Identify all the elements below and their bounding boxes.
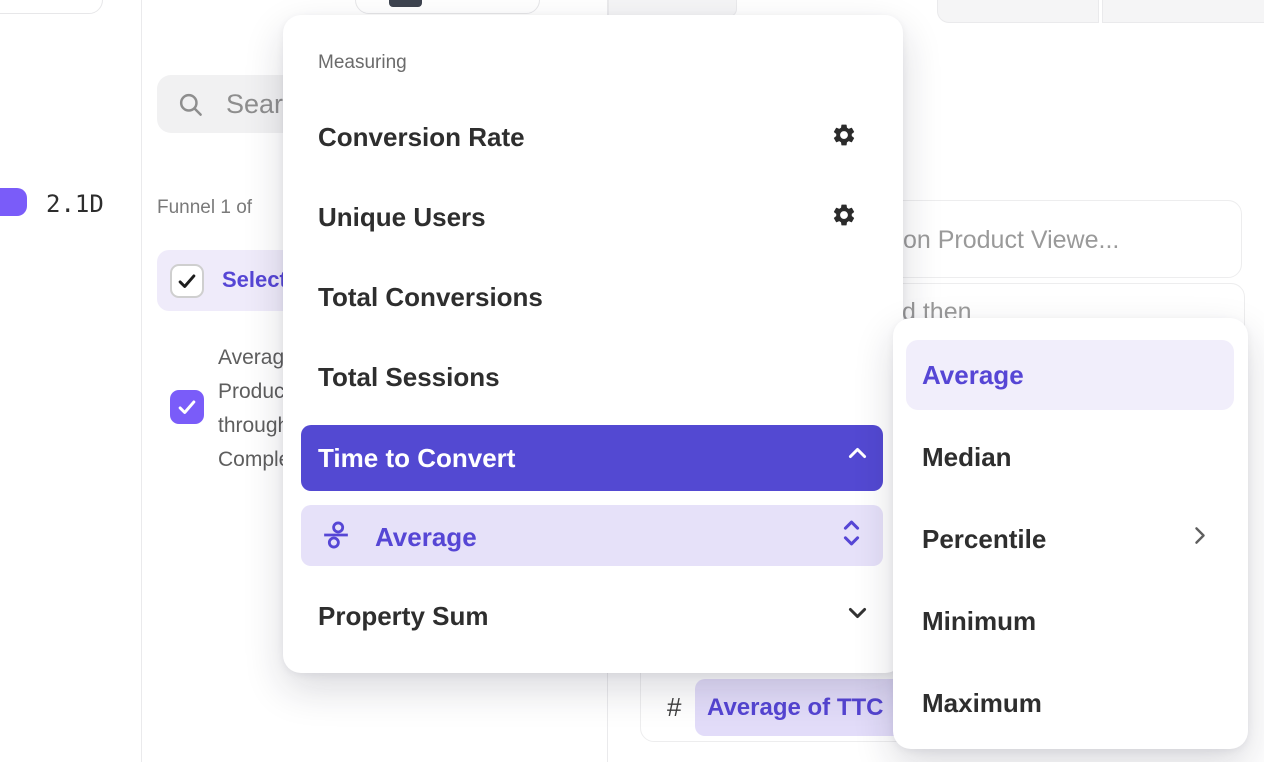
chevron-down-icon xyxy=(848,607,867,619)
measuring-menu xyxy=(283,15,903,673)
select-steps-label: Select xyxy=(222,267,287,292)
menu-item-time-to-convert[interactable] xyxy=(301,425,883,491)
metric-checkbox[interactable] xyxy=(170,390,204,424)
check-icon xyxy=(178,274,196,288)
chevron-right-icon xyxy=(1194,526,1206,545)
measuring-menu-header: Measuring xyxy=(318,52,407,73)
number-type-symbol: # xyxy=(667,692,682,722)
top-left-card xyxy=(0,0,103,14)
gear-icon[interactable] xyxy=(831,202,857,228)
metric-pill-label: Average of TTC xyxy=(707,693,884,721)
submenu-item-maximum[interactable]: Maximum xyxy=(922,688,1042,718)
search-icon xyxy=(177,91,204,118)
menu-item-unique-users[interactable]: Unique Users xyxy=(318,202,486,232)
toolbar-chip-mid[interactable] xyxy=(937,0,1099,23)
chart-type-icon xyxy=(389,0,422,7)
chevron-up-down-icon xyxy=(843,519,860,547)
menu-item-total-conversions[interactable]: Total Conversions xyxy=(318,282,543,312)
metric-dropdown-pill[interactable]: Average of TTC xyxy=(695,679,911,736)
toolbar-chip-right[interactable] xyxy=(1102,0,1264,23)
left-panel-divider xyxy=(141,0,142,762)
funnel-step-text: on Product Viewe... xyxy=(903,226,1120,254)
average-icon xyxy=(322,521,350,549)
check-icon xyxy=(178,400,196,414)
submenu-item-average-highlight[interactable] xyxy=(906,340,1234,410)
funnel-count-label: Funnel 1 of xyxy=(157,197,253,218)
metric-description-line: through xyxy=(218,414,290,437)
menu-item-ttc-average-label: Average xyxy=(375,522,477,552)
chevron-up-icon xyxy=(848,447,867,459)
legend-label: 2.1D xyxy=(46,190,104,218)
menu-item-property-sum[interactable]: Property Sum xyxy=(318,601,489,631)
submenu-item-average[interactable]: Average xyxy=(922,360,1024,390)
gear-icon[interactable] xyxy=(831,122,857,148)
menu-item-total-sessions[interactable]: Total Sessions xyxy=(318,362,500,392)
metric-description-line: Average xyxy=(218,346,296,369)
menu-item-ttc-average[interactable] xyxy=(301,505,883,566)
submenu-item-median[interactable]: Median xyxy=(922,442,1012,472)
menu-item-conversion-rate[interactable]: Conversion Rate xyxy=(318,122,525,152)
menu-item-time-to-convert-label: Time to Convert xyxy=(318,443,516,473)
legend-swatch xyxy=(0,188,27,216)
metric-description-line: Product xyxy=(218,380,291,403)
chart-type-control[interactable] xyxy=(355,0,540,14)
submenu-item-minimum[interactable]: Minimum xyxy=(922,606,1037,636)
submenu-item-percentile[interactable]: Percentile xyxy=(922,524,1047,554)
select-steps-checkbox[interactable] xyxy=(170,264,204,298)
